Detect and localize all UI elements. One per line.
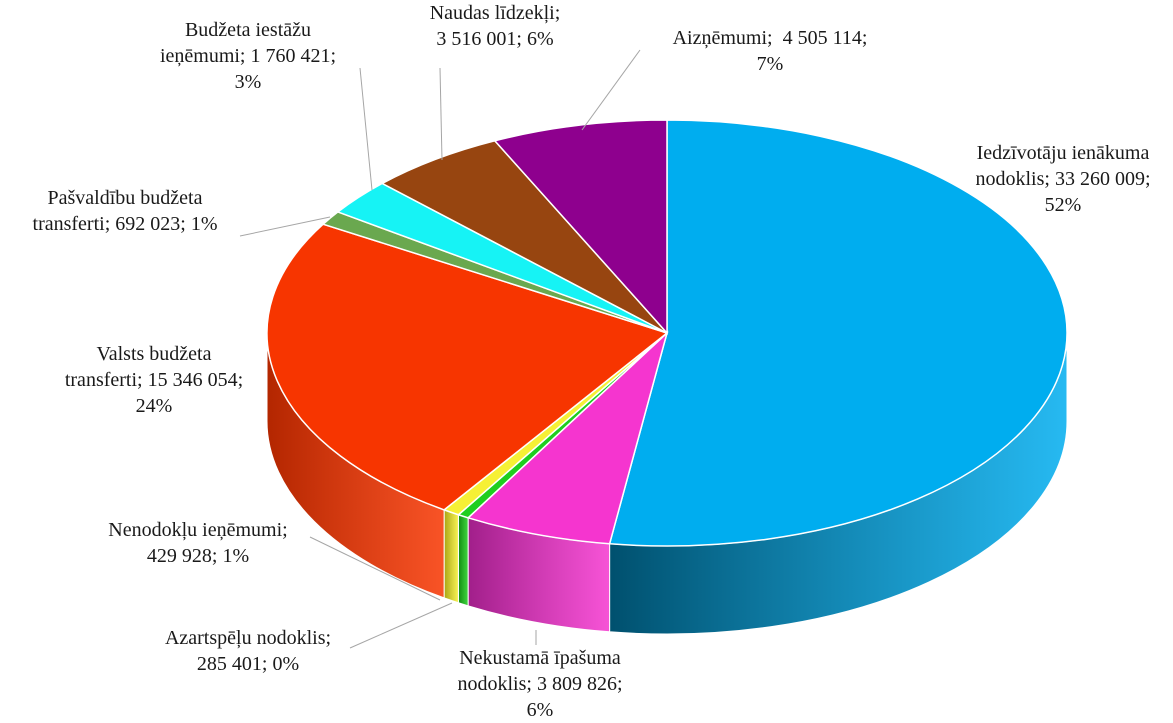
data-label-line: 285 401; 0% — [196, 653, 300, 675]
data-label-line: 3 516 001; 6% — [436, 28, 554, 50]
data-label-line: 7% — [756, 53, 784, 75]
data-label-line: transferti; 15 346 054; — [64, 369, 244, 391]
data-label-valsts-budzeta-transferti: Valsts budžeta transferti; 15 346 054; 24% — [34, 341, 274, 419]
data-label-line: Azartspēļu nodoklis; — [164, 627, 332, 649]
data-label-budzeta-iestazu-ienemumi: Budžeta iestāžu ieņēmumi; 1 760 421; 3% — [128, 17, 368, 95]
slice-aiznemumi — [493, 119, 668, 335]
data-label-line: Valsts budžeta — [96, 343, 212, 365]
data-label-line: 3% — [234, 71, 262, 93]
leader-line-aiznemumi — [581, 49, 641, 131]
data-label-line: nodoklis; 3 809 826; — [457, 673, 623, 695]
leader-line-nenodoklu-ienemumi — [309, 536, 441, 601]
leader-lines — [239, 49, 641, 649]
slice-side-nenodoklu-ienemumi — [443, 509, 459, 604]
slice-side-azartspelu-nodoklis — [457, 514, 469, 607]
slice-naudas-lidzekli — [380, 139, 668, 334]
data-label-line: transferti; 692 023; 1% — [32, 213, 218, 235]
leader-line-azartspelu-nodoklis — [349, 602, 453, 649]
data-label-line: Pašvaldību budžeta — [47, 187, 203, 209]
leader-line-budzeta-iestazu-ienemumi — [359, 67, 373, 191]
data-label-azartspelu-nodoklis: Azartspēļu nodoklis; 285 401; 0% — [128, 625, 368, 677]
data-label-line: Iedzīvotāju ienākuma — [976, 142, 1150, 164]
data-label-line: Nenodokļu ieņēmumi; — [108, 519, 288, 541]
data-label-iedzivotaju-ienakuma-nodoklis: Iedzīvotāju ienākuma nodoklis; 33 260 009… — [948, 140, 1173, 218]
slice-valsts-budzeta-transferti — [266, 223, 669, 511]
data-label-pasvaldibu-budzeta-transferti: Pašvaldību budžeta transferti; 692 023; 1… — [5, 185, 245, 237]
data-label-nenodoklu-ienemumi: Nenodokļu ieņēmumi; 429 928; 1% — [83, 517, 313, 569]
data-label-line: 429 928; 1% — [146, 545, 250, 567]
data-label-line: 6% — [526, 699, 554, 721]
leader-line-pasvaldibu-budzeta-transferti — [239, 216, 331, 237]
pie-top-slices — [266, 119, 1068, 547]
data-label-line: Budžeta iestāžu — [184, 19, 312, 41]
slice-nekustama-ipasuma-nodoklis — [466, 330, 669, 545]
slice-iedzivotaju-ienakuma-nodoklis — [608, 119, 1068, 547]
data-label-nekustama-ipasuma-nodoklis: Nekustamā īpašuma nodoklis; 3 809 826; 6% — [430, 645, 650, 723]
data-label-line: Naudas līdzekļi; — [429, 2, 561, 24]
data-label-line: Aizņēmumi; 4 505 114; — [672, 27, 868, 49]
data-label-line: 24% — [135, 395, 173, 417]
data-label-aiznemumi: Aizņēmumi; 4 505 114; 7% — [630, 25, 910, 77]
data-label-naudas-lidzekli: Naudas līdzekļi; 3 516 001; 6% — [395, 0, 595, 52]
data-label-line: ieņēmumi; 1 760 421; — [159, 45, 337, 67]
leader-line-naudas-lidzekli — [439, 67, 443, 161]
data-label-line: 52% — [1044, 194, 1082, 216]
data-label-line: Nekustamā īpašuma — [459, 647, 621, 669]
data-label-line: nodoklis; 33 260 009; — [975, 168, 1151, 190]
